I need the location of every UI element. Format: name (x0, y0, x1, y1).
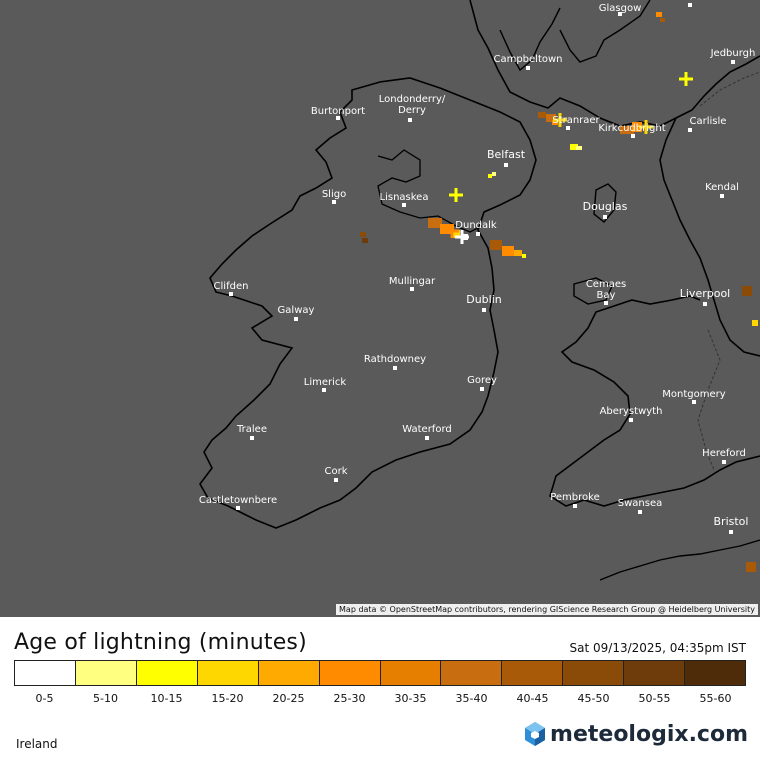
region-label: Ireland (16, 737, 58, 751)
city-label-clifden: Clifden (214, 281, 249, 292)
city-label-waterford: Waterford (402, 424, 451, 435)
city-label-belfast: Belfast (487, 148, 526, 161)
city-label-lisnaskea: Lisnaskea (380, 192, 429, 203)
legend-label: 35-40 (455, 692, 488, 705)
legend-swatch (441, 661, 503, 685)
city-markers: Glasgow Jedburgh Campbeltown Burtonport … (199, 3, 756, 534)
city-label-campbeltown: Campbeltown (493, 54, 562, 65)
legend-label: 20-25 (272, 692, 305, 705)
city-label-glasgow: Glasgow (599, 3, 642, 14)
city-label-limerick: Limerick (304, 377, 347, 388)
legend-swatch (75, 661, 137, 685)
city-label-dundalk: Dundalk (455, 220, 497, 231)
city-label-derry: Derry (398, 105, 426, 116)
city-label-cemaes: Cemaes (586, 279, 626, 290)
map-attribution[interactable]: Map data © OpenStreetMap contributors, r… (336, 604, 758, 615)
city-label-pembroke: Pembroke (550, 492, 600, 503)
city-label-swansea: Swansea (618, 498, 662, 509)
cumbria-coast (659, 117, 760, 357)
wales-england-border (697, 329, 721, 471)
city-label-burtonport: Burtonport (311, 106, 365, 117)
legend-swatch (197, 661, 259, 685)
legend-swatch (502, 661, 564, 685)
legend-swatch (319, 661, 381, 685)
city-label-liverpool: Liverpool (680, 287, 730, 300)
logo-text: meteologix.com (550, 721, 748, 747)
legend-label: 55-60 (699, 692, 732, 705)
legend-swatch (15, 661, 76, 685)
legend-swatch (380, 661, 442, 685)
city-label-hereford: Hereford (702, 448, 746, 459)
legend-label: 50-55 (638, 692, 671, 705)
legend-swatch (624, 661, 686, 685)
legend-label: 5-10 (93, 692, 118, 705)
logo-cube-icon (525, 722, 546, 746)
city-label-gorey: Gorey (467, 375, 497, 386)
legend-swatch (258, 661, 320, 685)
legend-label: 25-30 (333, 692, 366, 705)
scotland-england-border (699, 71, 760, 107)
legend-label: 15-20 (211, 692, 244, 705)
isle-of-man (593, 183, 617, 223)
meteologix-logo[interactable]: meteologix.com (524, 721, 748, 747)
timestamp: Sat 09/13/2025, 04:35pm IST (569, 641, 746, 655)
legend-title: Age of lightning (minutes) (14, 630, 307, 655)
legend-label: 40-45 (516, 692, 549, 705)
southwest-england (599, 539, 760, 581)
city-label-bay: Bay (597, 290, 616, 301)
legend-labels: 0-5 5-10 10-15 15-20 20-25 25-30 30-35 35-40 40-… (14, 692, 746, 705)
city-label-kendal: Kendal (705, 182, 739, 193)
city-label-sligo: Sligo (322, 189, 346, 200)
city-label-londonderry: Londonderry/ (379, 94, 446, 105)
legend-label: 30-35 (394, 692, 427, 705)
city-label-douglas: Douglas (583, 200, 628, 213)
city-label-castletownbere: Castletownbere (199, 495, 277, 506)
city-label-cork: Cork (324, 466, 347, 477)
scotland-islands (499, 0, 651, 72)
anglesey (573, 277, 613, 305)
legend-label: 0-5 (35, 692, 54, 705)
legend-swatch (685, 661, 746, 685)
legend-label: 10-15 (150, 692, 183, 705)
city-label-stranraer: Stranraer (552, 115, 600, 126)
city-label-galway: Galway (278, 305, 315, 316)
legend-label: 45-50 (577, 692, 610, 705)
city-label-kirkcudbright: Kirkcudbright (598, 123, 665, 134)
ni-border (377, 149, 483, 233)
lightning-strikes (360, 12, 758, 572)
city-label-rathdowney: Rathdowney (364, 354, 426, 365)
britain-coastline (469, 0, 760, 127)
legend-color-bar (14, 660, 746, 686)
wales-coast (549, 295, 760, 507)
lightning-map[interactable]: Glasgow Jedburgh Campbeltown Burtonport … (0, 0, 760, 617)
legend-swatch (563, 661, 625, 685)
city-label-tralee: Tralee (236, 424, 267, 435)
ireland-coastline (199, 77, 537, 529)
city-label-bristol: Bristol (714, 515, 749, 528)
map-canvas: Glasgow Jedburgh Campbeltown Burtonport … (199, 0, 760, 581)
city-label-dublin: Dublin (466, 293, 502, 306)
city-label-carlisle: Carlisle (690, 116, 727, 127)
legend-swatch (136, 661, 198, 685)
city-label-jedburgh: Jedburgh (710, 48, 756, 59)
city-label-montgomery: Montgomery (662, 389, 725, 400)
city-label-aberystwyth: Aberystwyth (600, 406, 663, 417)
city-label-mullingar: Mullingar (389, 276, 436, 287)
